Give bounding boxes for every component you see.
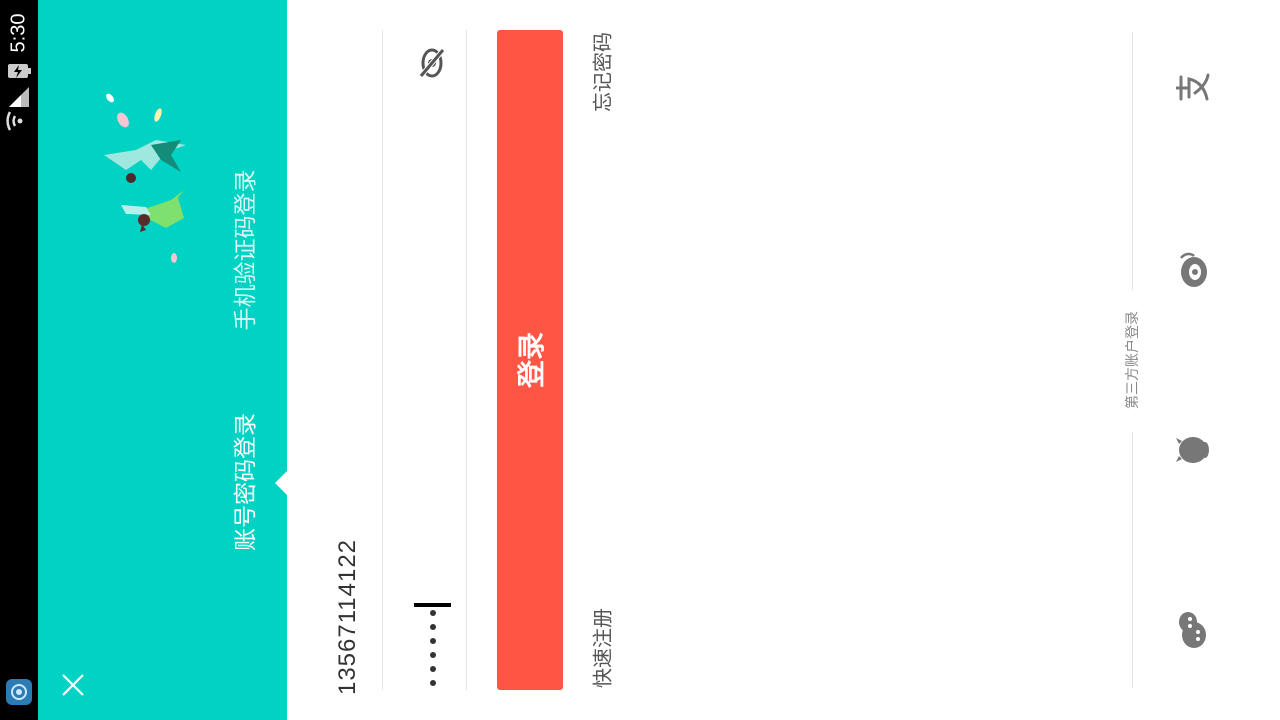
divider-line [1132, 32, 1133, 290]
login-button[interactable]: 登录 [497, 30, 563, 690]
weibo-icon[interactable] [1176, 250, 1210, 290]
divider-line [1132, 432, 1133, 688]
status-time: 5:30 [7, 13, 30, 53]
phone-field-divider [382, 30, 383, 690]
password-dot [430, 652, 436, 658]
battery-charging-icon [6, 58, 32, 84]
password-input[interactable] [428, 610, 438, 690]
text-caret [414, 603, 451, 607]
qq-icon[interactable] [1176, 430, 1210, 470]
password-dot [430, 666, 436, 672]
phone-input[interactable]: 13567114122 [334, 538, 361, 696]
login-header-panel: 账号密码登录 手机验证码登录 [38, 0, 288, 720]
signal-icon [6, 84, 32, 110]
password-field-divider [466, 30, 467, 690]
eye-hidden-icon[interactable] [417, 46, 447, 80]
quick-register-link[interactable]: 快速注册 [590, 608, 615, 688]
password-dot [430, 638, 436, 644]
password-dot [430, 610, 436, 616]
flying-girls-petals-illustration [104, 93, 188, 263]
wifi-icon [6, 108, 32, 134]
tab-sms-login[interactable]: 手机验证码登录 [233, 169, 259, 331]
close-icon[interactable] [60, 672, 86, 698]
alipay-icon[interactable] [1176, 68, 1210, 108]
third-party-title: 第三方账户登录 [1122, 305, 1142, 415]
password-dot [430, 624, 436, 630]
password-dot [430, 680, 436, 686]
login-button-label: 登录 [515, 331, 548, 389]
tab-password-login[interactable]: 账号密码登录 [233, 413, 259, 551]
status-bar: 5:30 [0, 0, 38, 720]
active-tab-pointer [275, 470, 288, 496]
wechat-icon[interactable] [1176, 610, 1210, 650]
notification-app-icon [6, 679, 32, 705]
forgot-password-link[interactable]: 忘记密码 [590, 32, 615, 112]
